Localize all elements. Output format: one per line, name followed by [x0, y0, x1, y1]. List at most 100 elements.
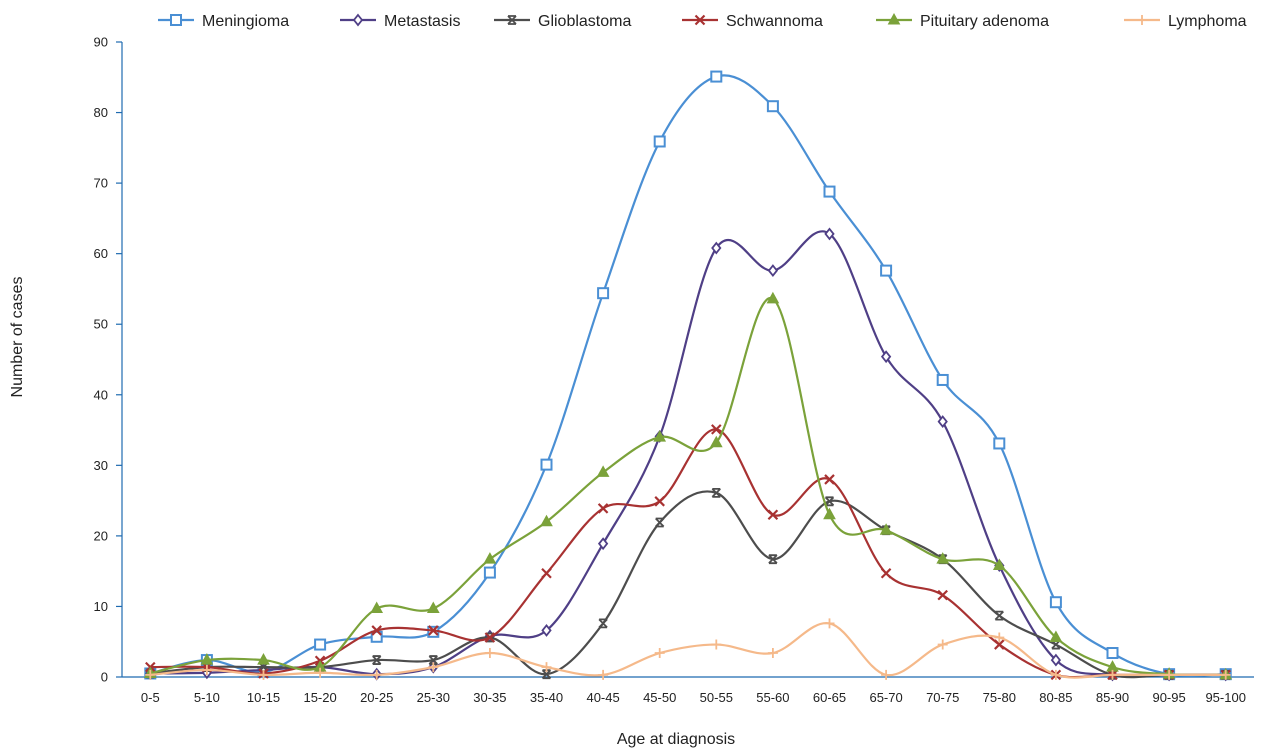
data-point-metastasis — [1050, 653, 1062, 667]
y-tick-label: 90 — [94, 35, 108, 50]
legend-label: Glioblastoma — [538, 13, 631, 30]
data-point-glioblastoma — [1051, 639, 1061, 650]
data-point-pituitary-adenoma — [426, 601, 440, 614]
legend-label: Meningioma — [202, 13, 289, 30]
legend-item-lymphoma: Lymphoma — [1124, 13, 1247, 30]
legend-item-glioblastoma: Glioblastoma — [494, 13, 631, 30]
data-point-metastasis — [824, 227, 835, 241]
legend-label: Pituitary adenoma — [920, 13, 1049, 30]
x-axis: 0-5 5-10 10-15 15-20 20-25 25-30 30-35 35-40 40-… — [122, 676, 1254, 705]
x-axis-title: Age at diagnosis — [617, 731, 735, 748]
series-line-glioblastoma — [150, 490, 1226, 679]
data-point-meningioma — [710, 70, 723, 83]
series-pituitary-adenoma — [143, 291, 1233, 680]
x-tick-label: 70-75 — [926, 690, 959, 705]
data-point-glioblastoma — [258, 662, 269, 673]
legend-item-meningioma: Meningioma — [158, 13, 289, 30]
x-tick-label: 95-100 — [1205, 690, 1245, 705]
data-point-glioblastoma — [768, 554, 778, 565]
data-point-metastasis — [880, 350, 892, 364]
data-point-schwannoma — [880, 568, 892, 579]
data-point-meningioma — [483, 566, 496, 579]
series-line-meningioma — [150, 74, 1226, 677]
y-tick-label: 0 — [101, 670, 108, 685]
data-point-lymphoma — [711, 639, 722, 650]
x-tick-label: 15-20 — [303, 690, 336, 705]
y-tick-label: 40 — [94, 387, 108, 402]
data-point-meningioma — [540, 458, 553, 471]
data-point-pituitary-adenoma — [879, 523, 893, 535]
data-point-meningioma — [597, 287, 610, 300]
data-point-lymphoma — [654, 648, 665, 659]
data-point-lymphoma — [824, 618, 835, 629]
x-tick-label: 75-80 — [983, 690, 1016, 705]
data-point-pituitary-adenoma — [766, 291, 780, 304]
data-point-pituitary-adenoma — [653, 430, 667, 442]
data-point-schwannoma — [824, 474, 835, 485]
data-point-lymphoma — [371, 669, 382, 680]
legend-marker-glioblastoma — [507, 15, 517, 25]
data-point-pituitary-adenoma — [483, 552, 497, 564]
x-tick-label: 50-55 — [700, 690, 733, 705]
data-point-lymphoma — [1107, 669, 1118, 680]
x-tick-label: 10-15 — [247, 690, 280, 705]
data-point-meningioma — [653, 135, 666, 148]
data-point-pituitary-adenoma — [709, 435, 723, 448]
data-point-metastasis — [767, 264, 779, 278]
series-schwannoma — [145, 424, 1231, 681]
data-point-lymphoma — [145, 669, 156, 680]
data-point-glioblastoma — [428, 655, 438, 665]
data-point-lymphoma — [428, 662, 439, 673]
data-point-metastasis — [541, 623, 552, 637]
data-point-pituitary-adenoma — [370, 601, 384, 614]
series-line-schwannoma — [150, 428, 1226, 679]
data-point-lymphoma — [541, 662, 552, 673]
data-point-lymphoma — [315, 667, 326, 678]
data-point-schwannoma — [428, 625, 439, 636]
data-point-schwannoma — [654, 496, 665, 507]
data-point-glioblastoma — [598, 618, 608, 629]
data-point-lymphoma — [767, 648, 778, 659]
data-point-schwannoma — [541, 568, 552, 579]
x-tick-label: 25-30 — [417, 690, 450, 705]
data-point-schwannoma — [767, 509, 779, 520]
data-point-meningioma — [1049, 596, 1062, 609]
data-point-glioblastoma — [994, 610, 1004, 621]
data-point-meningioma — [1106, 647, 1119, 660]
x-tick-label: 55-60 — [756, 690, 789, 705]
data-point-schwannoma — [484, 632, 496, 643]
x-tick-label: 5-10 — [194, 690, 220, 705]
data-point-glioblastoma — [824, 496, 835, 507]
data-point-schwannoma — [711, 424, 722, 435]
data-point-pituitary-adenoma — [992, 558, 1006, 571]
y-tick-label: 80 — [94, 105, 108, 120]
data-point-glioblastoma — [372, 655, 382, 665]
data-point-pituitary-adenoma — [823, 507, 836, 520]
data-point-lymphoma — [1164, 669, 1175, 680]
x-tick-label: 35-40 — [530, 690, 563, 705]
data-point-schwannoma — [371, 625, 382, 636]
x-tick-label: 65-70 — [869, 690, 902, 705]
data-point-lymphoma — [881, 669, 892, 680]
legend-marker-lymphoma — [1137, 15, 1147, 25]
data-point-meningioma — [936, 373, 949, 386]
legend-marker-meningioma — [170, 14, 182, 26]
y-tick-label: 60 — [94, 246, 108, 261]
legend: Meningioma Metastasis Glioblastoma Schwanno… — [158, 12, 1247, 30]
legend-marker-metastasis — [352, 13, 364, 27]
series-layer — [143, 70, 1233, 682]
y-tick-label: 70 — [94, 176, 108, 191]
data-point-glioblastoma — [541, 669, 552, 680]
data-point-lymphoma — [598, 669, 609, 680]
legend-item-pituitary-adenoma: Pituitary adenoma — [876, 12, 1049, 30]
y-tick-label: 30 — [94, 458, 108, 473]
data-point-lymphoma — [994, 632, 1005, 643]
y-tick-label: 50 — [94, 317, 108, 332]
data-point-metastasis — [597, 537, 609, 551]
data-point-glioblastoma — [655, 517, 665, 528]
data-point-meningioma — [823, 185, 836, 198]
data-point-metastasis — [711, 241, 722, 255]
data-point-meningioma — [314, 638, 327, 651]
data-point-lymphoma — [258, 669, 269, 680]
